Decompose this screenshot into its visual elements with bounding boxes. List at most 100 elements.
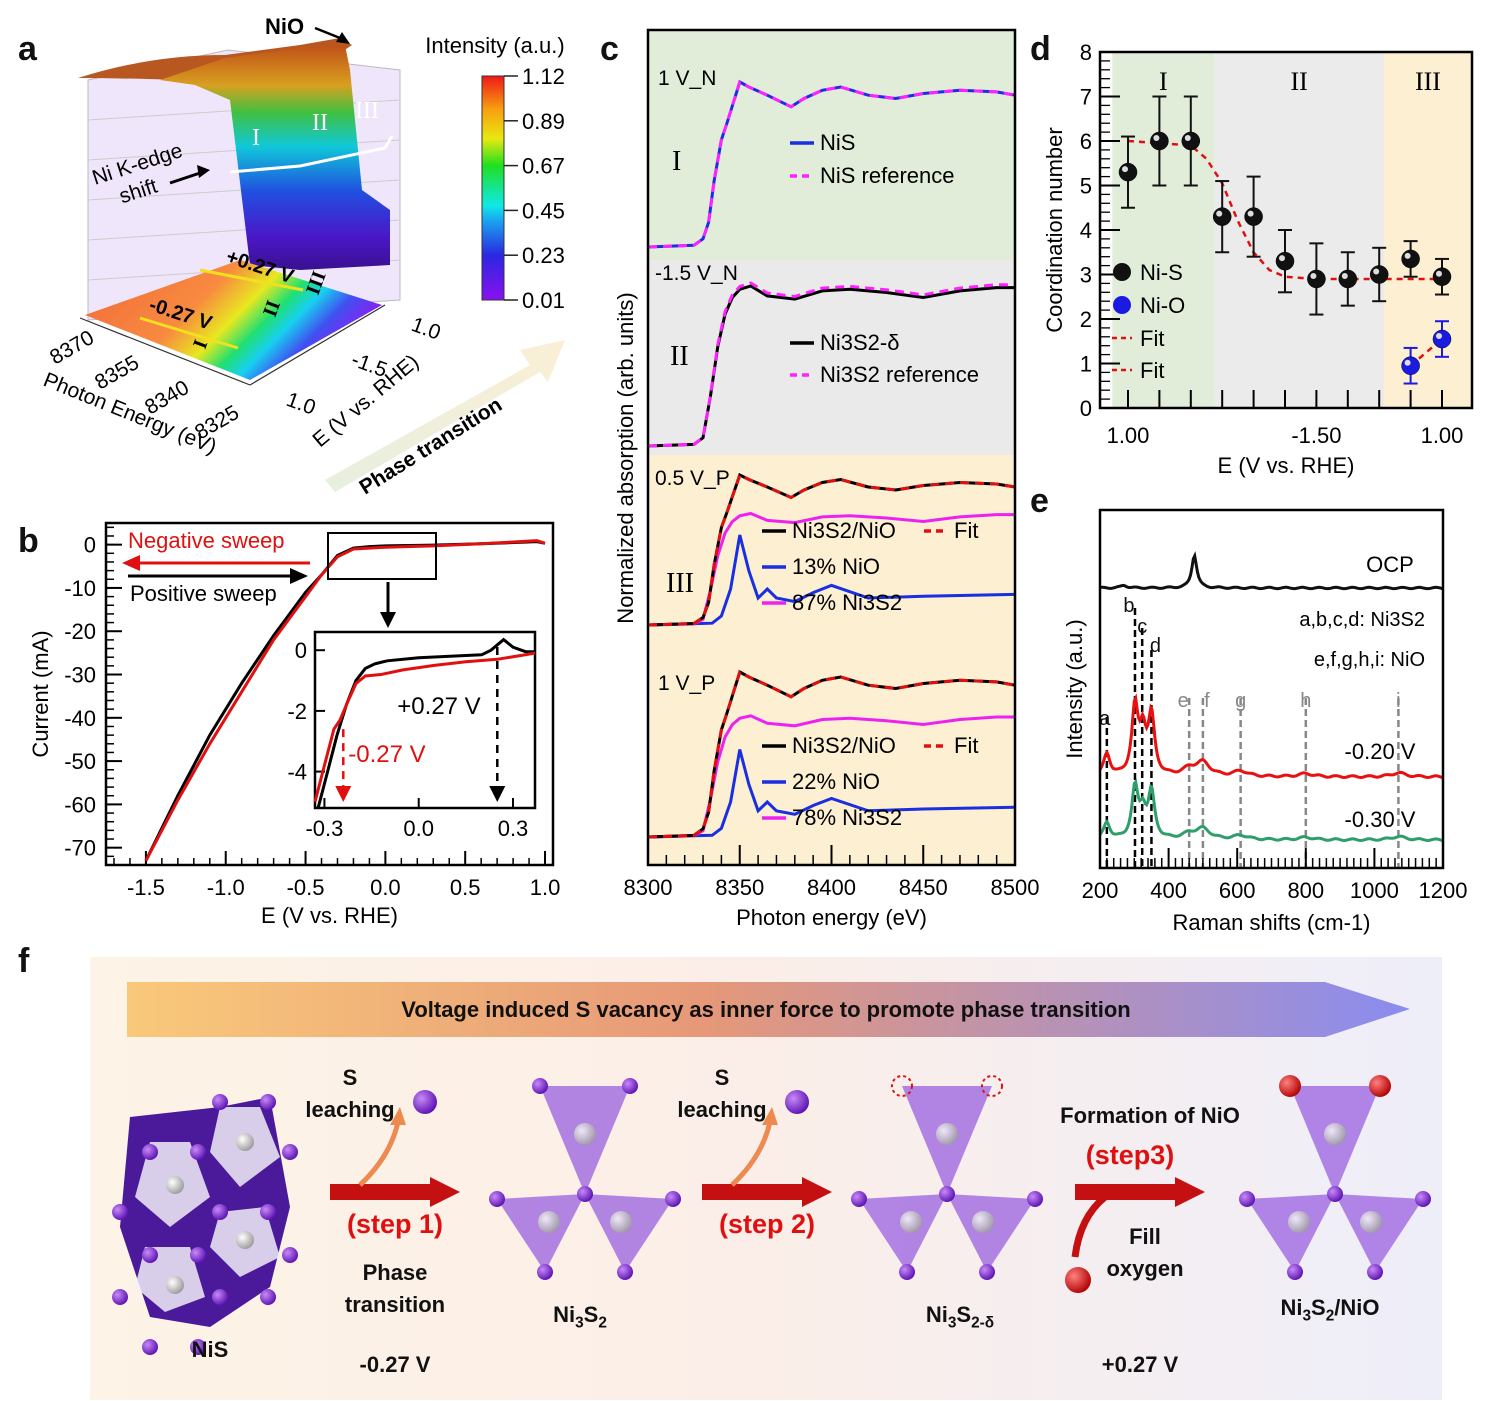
curve-fit [647,669,1016,839]
fill-oxygen-text: Fill oxygen [1106,1224,1184,1281]
ni-atom [972,1211,994,1233]
y-tick-label: -30 [64,663,96,688]
x-tick-label: 1000 [1350,878,1399,903]
data-point-highlight [1184,135,1191,141]
region-iii-background [1383,52,1472,408]
legend-label: Ni3S2-δ [820,330,900,355]
data-point-ni-o [1401,356,1420,375]
y-tick-label: 5 [1080,174,1092,199]
data-point-highlight [1310,272,1317,279]
y-tick: 1.0 [283,388,318,420]
region-iii-label: III [355,98,379,124]
zoom-arrowhead [380,612,396,628]
plot-frame [1098,50,1474,410]
y-tick-label: 3 [1080,263,1092,288]
y-tick-label: 7 [1080,85,1092,110]
legend-label: NiS [820,130,855,155]
x-tick-label: 1.00 [1107,423,1150,448]
tetrahedron [947,1194,1035,1272]
series-label: -0.20 V [1345,739,1416,764]
x-tick-label: -0.5 [287,875,325,900]
tetrahedron [1247,1194,1335,1272]
data-point-highlight [1216,210,1223,217]
data-point-ni-s [1150,131,1169,151]
s-atom [1287,1264,1303,1280]
formation-nio-text: Formation of NiO [1060,1103,1240,1128]
curve-fit [647,472,1016,627]
region-iii-background [648,455,1015,865]
plot-frame [104,521,555,867]
panel-label-d: d [1030,30,1051,68]
inset-x-tick-label: 0.3 [498,816,529,841]
data-point-ni-o [1432,329,1452,349]
s-atom [979,1264,995,1280]
legend-label: Ni3S2 reference [820,362,979,387]
peak-label-g: g [1235,690,1246,712]
colorbar-label: Intensity (a.u.) [425,33,564,58]
positive-sweep-label: Positive sweep [130,581,277,606]
data-point-highlight [1122,166,1128,173]
phase-transition-label: Phase transition [355,393,506,499]
colorbar-tick-label: 0.67 [522,154,565,179]
panel-label-f: f [18,942,30,980]
x-tick-label: -1.0 [207,875,245,900]
s-vacancy [981,1075,1003,1097]
colorbar-tick-label: 0.01 [522,288,565,313]
x-tick-label: 8400 [807,875,856,900]
y-axis-label: Intensity (a.u.) [1062,619,1087,758]
o-atom-icon [1065,1267,1091,1293]
legend-label: 87% Ni3S2 [792,590,902,615]
inset-marker-label: -0.27 V [348,741,425,768]
x-tick-label: 8350 [715,875,764,900]
region-ii-label: II [312,110,328,136]
x-tick-label: 8300 [624,875,673,900]
colorbar [481,75,505,301]
sample-label: 0.5 V_P [655,467,730,490]
voltage-step1: -0.27 V [359,1352,431,1377]
x-tick-label: 0.5 [450,875,481,900]
series-negative-sweep [144,539,546,862]
region-iii-label: III [666,568,694,599]
k-edge-shift-line [229,135,394,174]
ni-atom [574,1123,596,1145]
inset-marker-arrowhead [335,786,352,802]
curve-ni3s2-reference [647,281,1015,448]
s-atom-icon [413,1090,437,1114]
y-tick-label: 0 [84,533,96,558]
banner-text: Voltage induced S vacancy as inner force… [401,997,1131,1022]
structure-label-ni3s2: Ni3S2 [553,1302,607,1332]
data-point-ni-s [1432,267,1452,286]
legend-marker [1113,263,1131,281]
banner-arrow [127,982,1410,1037]
legend-label: 22% NiO [792,769,880,794]
data-point-highlight [1247,210,1254,217]
step1-label: (step 1) [346,1209,444,1239]
inset-marker-label: +0.27 V [397,693,480,720]
data-point-highlight [1404,252,1411,259]
colorbar-tick-label: 0.23 [522,243,565,268]
panel-f-schematic: Voltage induced S vacancy as inner force… [90,957,1442,1400]
legend-label: Fit [954,733,978,758]
y-tick-label: 0 [1080,396,1092,421]
y-tick-label: -40 [64,706,96,731]
curve-13-nio [647,534,1016,627]
ni-atom [900,1211,922,1233]
series-label: -0.30 V [1345,807,1416,832]
x-tick-label: 400 [1150,878,1187,903]
x-axis-label: Photon energy (eV) [736,905,927,930]
panel-label-e: e [1030,482,1049,520]
panel-a-surface-chart: 1.12 0.89 0.67 0.45 0.23 0.01 Intensity (a.u.… [40,14,565,499]
surface-top [78,38,352,80]
y-tick-label: 8 [1080,40,1092,65]
negative-sweep-label: Negative sweep [128,528,285,553]
o-atom [1279,1075,1301,1097]
step2-label: (step 2) [718,1209,816,1239]
step2-arrow [702,1090,832,1207]
plot-frame [1098,508,1445,870]
zoom-box [327,532,437,580]
x-axis-label: E (V vs. RHE) [261,903,398,928]
y-axis-label: Normalized absorption (arb. units) [613,292,638,623]
structure-label-ni3s2-nio: Ni3S2/NiO [1280,1295,1380,1325]
s-atom [1239,1191,1255,1207]
